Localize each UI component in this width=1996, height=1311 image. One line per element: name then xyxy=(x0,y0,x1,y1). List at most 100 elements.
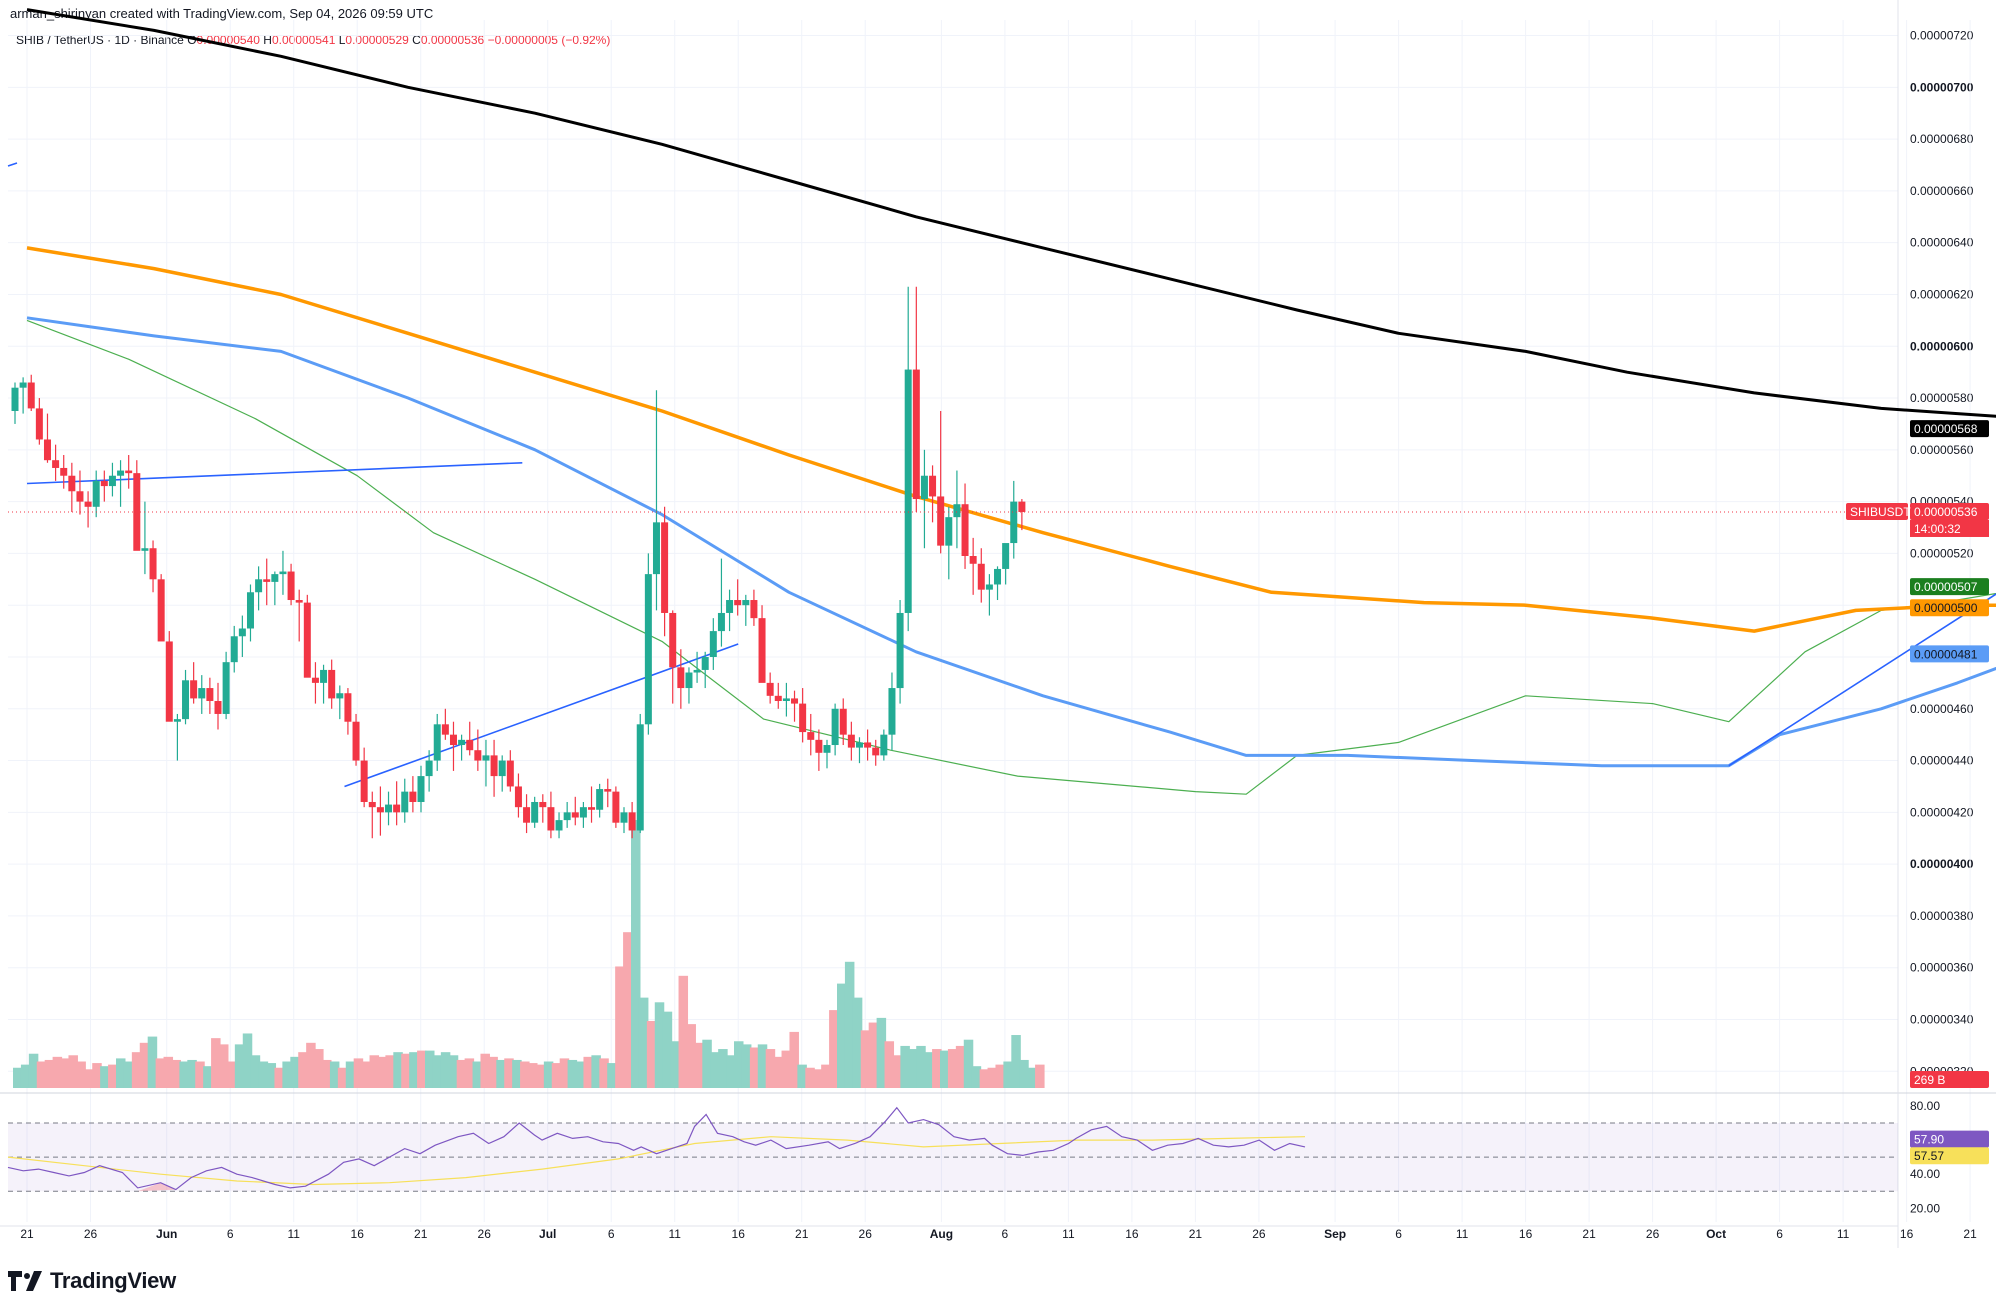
candle-body[interactable] xyxy=(588,807,596,810)
candle-body[interactable] xyxy=(758,618,766,683)
candle-body[interactable] xyxy=(652,522,660,575)
candle-body[interactable] xyxy=(734,600,742,606)
candle-body[interactable] xyxy=(774,695,782,702)
candle-body[interactable] xyxy=(937,496,945,546)
candle-body[interactable] xyxy=(206,688,214,702)
candle-body[interactable] xyxy=(571,812,579,818)
candle-body[interactable] xyxy=(328,669,336,699)
candle-body[interactable] xyxy=(620,812,628,823)
candle-body[interactable] xyxy=(742,600,750,606)
candle-body[interactable] xyxy=(539,801,547,808)
candle-body[interactable] xyxy=(255,579,263,593)
candle-body[interactable] xyxy=(823,745,831,753)
candle-body[interactable] xyxy=(661,522,669,613)
candle-body[interactable] xyxy=(636,724,644,831)
candle-body[interactable] xyxy=(669,612,677,668)
candle-body[interactable] xyxy=(531,801,539,823)
candle-body[interactable] xyxy=(750,600,758,619)
candle-body[interactable] xyxy=(847,734,855,748)
candle-body[interactable] xyxy=(498,760,506,777)
candle-body[interactable] xyxy=(173,719,181,722)
candle-body[interactable] xyxy=(604,789,612,792)
candle-body[interactable] xyxy=(555,820,563,831)
candle-body[interactable] xyxy=(352,721,360,761)
candle-body[interactable] xyxy=(474,750,482,761)
candle-body[interactable] xyxy=(401,791,409,813)
candle-body[interactable] xyxy=(43,439,51,461)
candle-body[interactable] xyxy=(246,592,254,629)
candle-body[interactable] xyxy=(417,776,425,802)
candle-body[interactable] xyxy=(19,382,27,388)
candle-body[interactable] xyxy=(864,742,872,748)
candle-body[interactable] xyxy=(547,807,555,831)
candle-body[interactable] xyxy=(961,504,969,556)
candle-body[interactable] xyxy=(880,734,888,756)
candle-body[interactable] xyxy=(579,807,587,818)
candle-body[interactable] xyxy=(563,812,571,821)
candle-body[interactable] xyxy=(815,739,823,753)
candle-body[interactable] xyxy=(263,579,271,582)
candle-body[interactable] xyxy=(344,693,352,722)
candle-body[interactable] xyxy=(969,556,977,564)
candle-body[interactable] xyxy=(839,708,847,735)
candle-body[interactable] xyxy=(214,701,222,714)
candle-body[interactable] xyxy=(425,760,433,777)
candle-body[interactable] xyxy=(68,475,76,492)
candle-body[interactable] xyxy=(717,612,725,632)
tradingview-logo[interactable]: TradingView xyxy=(8,1268,176,1294)
candle-body[interactable] xyxy=(376,807,384,813)
candle-body[interactable] xyxy=(904,369,912,613)
candle-body[interactable] xyxy=(336,693,344,699)
candle-body[interactable] xyxy=(100,480,108,487)
candle-body[interactable] xyxy=(791,698,799,704)
candle-body[interactable] xyxy=(628,812,636,831)
candle-body[interactable] xyxy=(831,708,839,746)
candle-body[interactable] xyxy=(1018,501,1026,512)
candle-body[interactable] xyxy=(799,703,807,733)
candle-body[interactable] xyxy=(490,755,498,777)
candle-body[interactable] xyxy=(35,408,43,440)
candle-body[interactable] xyxy=(506,760,514,787)
candle-body[interactable] xyxy=(782,698,790,702)
candle-body[interactable] xyxy=(596,789,604,810)
candle-body[interactable] xyxy=(149,548,157,580)
candle-body[interactable] xyxy=(157,579,165,642)
candle-body[interactable] xyxy=(125,470,133,474)
candle-body[interactable] xyxy=(84,501,92,507)
candle-body[interactable] xyxy=(190,680,198,699)
candle-body[interactable] xyxy=(449,734,457,746)
candle-body[interactable] xyxy=(466,739,474,751)
candle-body[interactable] xyxy=(693,669,701,673)
candle-body[interactable] xyxy=(994,568,1002,585)
candle-body[interactable] xyxy=(141,548,149,551)
candle-body[interactable] xyxy=(1002,543,1010,569)
trendline[interactable] xyxy=(344,643,739,788)
candle-body[interactable] xyxy=(896,612,904,689)
candle-body[interactable] xyxy=(165,641,173,722)
candle-body[interactable] xyxy=(888,688,896,735)
candle-body[interactable] xyxy=(945,517,953,546)
candle-body[interactable] xyxy=(393,804,401,813)
candle-body[interactable] xyxy=(11,387,19,411)
candle-body[interactable] xyxy=(855,742,863,748)
candle-body[interactable] xyxy=(1010,501,1018,544)
candle-body[interactable] xyxy=(644,574,652,725)
trendline[interactable] xyxy=(26,461,523,485)
candle-body[interactable] xyxy=(677,667,685,689)
candle-body[interactable] xyxy=(458,739,466,746)
candle-body[interactable] xyxy=(385,804,393,813)
candle-body[interactable] xyxy=(441,724,449,735)
candle-body[interactable] xyxy=(912,369,920,500)
candle-body[interactable] xyxy=(726,600,734,613)
candle-body[interactable] xyxy=(709,631,717,657)
candle-body[interactable] xyxy=(295,600,303,603)
candle-body[interactable] xyxy=(807,732,815,740)
candle-body[interactable] xyxy=(108,475,116,487)
candle-body[interactable] xyxy=(60,467,68,476)
candle-body[interactable] xyxy=(985,584,993,590)
candle-body[interactable] xyxy=(523,807,531,823)
candle-body[interactable] xyxy=(977,563,985,590)
candle-body[interactable] xyxy=(482,755,490,761)
candle-body[interactable] xyxy=(303,602,311,678)
